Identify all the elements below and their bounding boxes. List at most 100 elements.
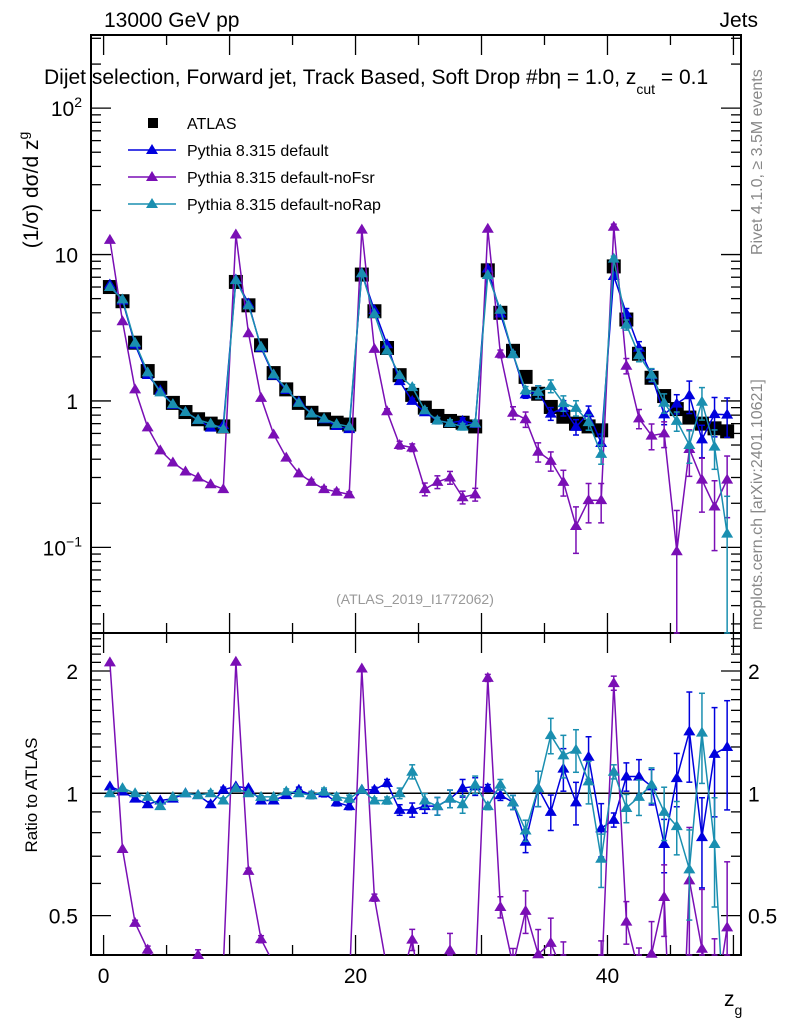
point-default — [544, 407, 557, 418]
main-data-layer — [102, 220, 735, 634]
point-norap — [620, 318, 633, 329]
ratio-point-nofsr — [141, 943, 154, 954]
ratio-point-nofsr — [645, 947, 658, 958]
ratio-point-norap — [229, 782, 242, 793]
ratio-point-default — [670, 772, 683, 783]
ratio-point-default — [103, 780, 116, 791]
point-norap — [582, 416, 595, 427]
y-axis-label-main: (1/σ) dσ/d z — [20, 140, 43, 249]
point-default — [481, 262, 494, 273]
ratio-point-default — [141, 798, 154, 809]
point-nofsr — [494, 347, 507, 358]
point-norap — [355, 267, 368, 278]
point-norap — [494, 303, 507, 314]
ratio-point-default — [620, 770, 633, 781]
point-default — [708, 408, 721, 419]
ratio-point-nofsr — [519, 904, 532, 915]
ratio-point-nofsr — [444, 944, 457, 955]
point-norap — [343, 420, 356, 431]
ratio-y-tick-label-right: 2 — [748, 661, 760, 684]
point-norap — [154, 386, 167, 397]
ratio-point-nofsr — [721, 921, 734, 932]
point-default — [721, 408, 734, 419]
legend-label-default: Pythia 8.315 default — [187, 143, 329, 160]
ratio-point-nofsr — [494, 901, 507, 912]
ratio-y-tick-label-right: 1 — [748, 783, 760, 806]
point-norap — [431, 414, 444, 425]
point-norap — [569, 401, 582, 412]
point-norap — [721, 527, 734, 538]
ratio-point-norap — [381, 794, 394, 805]
ratio-point-nofsr — [620, 915, 633, 926]
ratio-point-norap — [532, 782, 545, 793]
ratio-point-norap — [343, 792, 356, 803]
ratio-point-norap — [418, 794, 431, 805]
ratio-point-nofsr — [229, 655, 242, 666]
point-nofsr — [658, 427, 671, 438]
x-tick-label: 40 — [596, 965, 619, 988]
plot-title-sub: cut — [636, 81, 655, 97]
point-nofsr — [620, 359, 633, 370]
point-norap — [217, 423, 230, 434]
point-norap — [406, 381, 419, 392]
ratio-point-nofsr — [129, 916, 142, 927]
ratio-point-norap — [620, 802, 633, 813]
point-nofsr — [569, 519, 582, 530]
point-nofsr — [129, 383, 142, 394]
point-norap — [129, 336, 142, 347]
ratio-point-norap — [217, 794, 230, 805]
ratio-point-norap — [658, 805, 671, 816]
point-nofsr — [330, 485, 343, 496]
plot-title-tail: = 0.1 — [655, 66, 708, 89]
ratio-point-nofsr — [544, 936, 557, 947]
point-norap — [141, 366, 154, 377]
main-axes: 102 10 1 10−1 — [43, 35, 741, 633]
ratio-point-norap — [141, 790, 154, 801]
point-nofsr — [355, 223, 368, 234]
ratio-point-norap — [695, 726, 708, 737]
point-norap — [166, 398, 179, 409]
point-norap — [292, 396, 305, 407]
legend-item-atlas: ATLAS — [148, 116, 237, 133]
ratio-point-norap — [179, 787, 192, 798]
point-norap — [532, 385, 545, 396]
ratio-point-norap — [670, 820, 683, 831]
point-nofsr — [469, 488, 482, 499]
ratio-point-nofsr — [532, 948, 545, 959]
legend-marker-atlas — [148, 118, 158, 128]
point-nofsr — [318, 483, 331, 494]
y-tick-label: 102 — [51, 94, 82, 121]
ratio-point-default — [721, 740, 734, 751]
point-nofsr — [393, 439, 406, 450]
legend: ATLAS Pythia 8.315 default Pythia 8.315 … — [128, 116, 381, 214]
ratio-point-norap — [255, 790, 268, 801]
point-norap — [368, 307, 381, 318]
ratio-point-nofsr — [658, 891, 671, 902]
ratio-point-norap — [607, 765, 620, 776]
ratio-point-norap — [632, 790, 645, 801]
x-tick-label: 20 — [344, 965, 367, 988]
point-default — [569, 420, 582, 431]
point-norap — [393, 369, 406, 380]
point-norap — [595, 447, 608, 458]
ratio-point-norap — [129, 787, 142, 798]
ratio-point-norap — [406, 765, 419, 776]
point-nofsr — [532, 445, 545, 456]
y-axis-label-sub: g — [15, 132, 31, 140]
ratio-point-norap — [683, 863, 696, 874]
legend-item-default: Pythia 8.315 default — [128, 143, 329, 160]
ratio-point-nofsr — [116, 843, 129, 854]
ratio-point-norap — [544, 729, 557, 740]
ratio-line-nofsr — [109, 661, 728, 955]
ratio-y-tick-label-left: 2 — [66, 661, 78, 684]
ratio-point-default — [595, 822, 608, 833]
point-nofsr — [292, 467, 305, 478]
point-norap — [506, 348, 519, 359]
legend-item-norap: Pythia 8.315 default-noRap — [128, 197, 381, 214]
legend-marker-default — [146, 144, 158, 154]
series-norap — [103, 252, 734, 634]
plot-title-eta: η = 1.0, z — [549, 66, 636, 89]
point-default — [620, 307, 633, 318]
point-norap — [469, 417, 482, 428]
ratio-point-default — [393, 803, 406, 814]
